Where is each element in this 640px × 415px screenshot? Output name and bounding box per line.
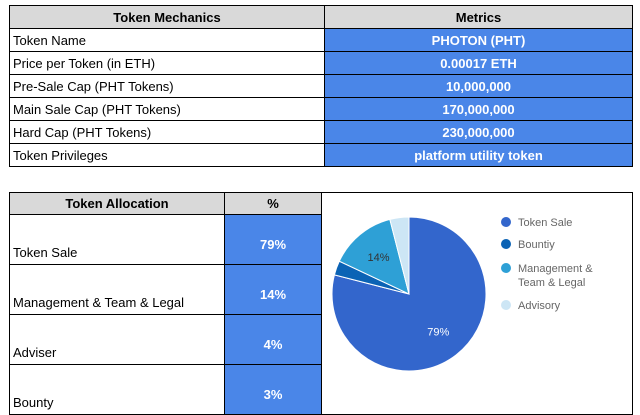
legend-label: Management & xyxy=(518,263,593,275)
legend-label: Advisory xyxy=(518,300,561,312)
allocation-row-pct: 79% xyxy=(224,214,322,265)
pie-slice-management-team-legal xyxy=(338,218,410,295)
pie-slice-label: 79% xyxy=(427,327,449,339)
mechanics-row-label: Hard Cap (PHT Tokens) xyxy=(9,120,325,144)
token-mechanics-table: Token Mechanics Metrics Token Name PHOTO… xyxy=(9,5,633,167)
pie-slice-labels: 79% 14% xyxy=(368,252,450,339)
legend-item: Token Sale xyxy=(501,217,572,229)
legend-label: Token Sale xyxy=(518,217,572,229)
mechanics-row: Price per Token (in ETH) 0.00017 ETH xyxy=(9,51,633,75)
legend-swatch xyxy=(501,263,511,273)
allocation-row: Adviser 4% xyxy=(9,314,633,365)
mechanics-row: Token Name PHOTON (PHT) xyxy=(9,28,633,52)
allocation-row-label: Management & Team & Legal xyxy=(9,264,225,315)
pie-chart-cell: 79% 14% Token Sale Bountiy Management & Team… xyxy=(321,192,633,415)
allocation-row: Token Sale 79% xyxy=(9,214,633,265)
mechanics-header-label: Token Mechanics xyxy=(9,5,325,29)
mechanics-row-value: 0.00017 ETH xyxy=(324,51,633,75)
mechanics-row-label: Token Privileges xyxy=(9,143,325,167)
legend-item: Bountiy xyxy=(501,239,555,251)
allocation-row-label: Token Sale xyxy=(9,214,225,265)
allocation-header-row: Token Allocation % 79% 14% Token Sale Boun… xyxy=(9,192,633,415)
mechanics-row-value: 10,000,000 xyxy=(324,74,633,98)
pie-slices xyxy=(331,216,487,372)
mechanics-row-value: PHOTON (PHT) xyxy=(324,28,633,52)
legend-swatch xyxy=(501,239,511,249)
mechanics-header-metrics: Metrics xyxy=(324,5,633,29)
allocation-header-label: Token Allocation xyxy=(9,192,225,215)
allocation-row-pct: 14% xyxy=(224,264,322,315)
mechanics-row-label: Token Name xyxy=(9,28,325,52)
legend-swatch xyxy=(501,300,511,310)
allocation-row-label: Bounty xyxy=(9,364,225,415)
legend-item: Management & Team & Legal xyxy=(501,263,593,289)
mechanics-row-value: platform utility token xyxy=(324,143,633,167)
legend-label: Team & Legal xyxy=(518,277,585,289)
allocation-row-pct: 3% xyxy=(224,364,322,415)
mechanics-header-row: Token Mechanics Metrics xyxy=(9,5,633,29)
legend-swatch xyxy=(501,217,511,227)
mechanics-row: Pre-Sale Cap (PHT Tokens) 10,000,000 xyxy=(9,74,633,98)
allocation-row-label: Adviser xyxy=(9,314,225,365)
legend-item: Advisory xyxy=(501,300,561,312)
mechanics-row: Main Sale Cap (PHT Tokens) 170,000,000 xyxy=(9,97,633,121)
legend-label: Bountiy xyxy=(518,239,555,251)
allocation-row: Management & Team & Legal 14% xyxy=(9,264,633,315)
mechanics-row-value: 170,000,000 xyxy=(324,97,633,121)
chart-legend: Token Sale Bountiy Management & Team & Lega… xyxy=(501,217,593,312)
mechanics-row-label: Main Sale Cap (PHT Tokens) xyxy=(9,97,325,121)
mechanics-row: Token Privileges platform utility token xyxy=(9,143,633,167)
pie-slice-label: 14% xyxy=(368,252,390,264)
token-allocation-table: Token Allocation % 79% 14% Token Sale Boun… xyxy=(9,192,633,415)
mechanics-row-label: Price per Token (in ETH) xyxy=(9,51,325,75)
allocation-header-pct: % xyxy=(224,192,322,215)
mechanics-row-value: 230,000,000 xyxy=(324,120,633,144)
allocation-pie-chart: 79% 14% Token Sale Bountiy Management & Team… xyxy=(331,216,593,372)
allocation-row-pct: 4% xyxy=(224,314,322,365)
mechanics-row-label: Pre-Sale Cap (PHT Tokens) xyxy=(9,74,325,98)
pie-slice-advisory xyxy=(389,216,410,295)
mechanics-row: Hard Cap (PHT Tokens) 230,000,000 xyxy=(9,120,633,144)
